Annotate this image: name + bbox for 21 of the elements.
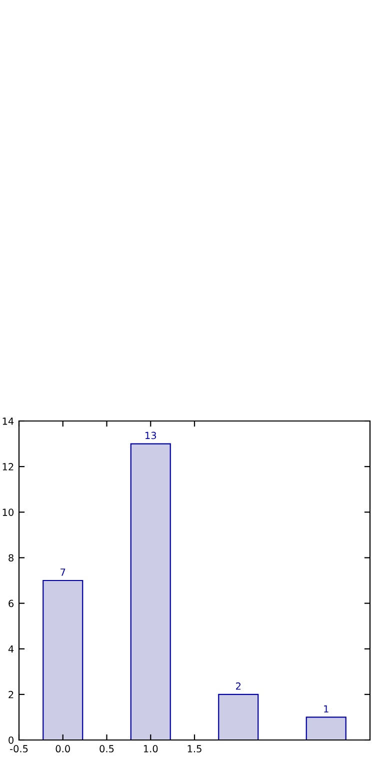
y-tick-label: 0 bbox=[8, 736, 14, 744]
y-tick-label: 12 bbox=[2, 463, 14, 470]
bar bbox=[306, 716, 346, 740]
data-label: 13 bbox=[146, 432, 156, 440]
y-tick-label: 6 bbox=[8, 600, 14, 608]
bar bbox=[130, 443, 171, 740]
data-label: 1 bbox=[324, 705, 328, 712]
y-tick-label: 14 bbox=[2, 418, 14, 425]
y-tick-label: 8 bbox=[8, 554, 14, 562]
y-tick-label: 2 bbox=[8, 690, 14, 698]
x-tick-label: 1.0 bbox=[144, 745, 158, 752]
x-tick-label: -0.5 bbox=[10, 745, 28, 752]
x-tick-label: 0.5 bbox=[100, 745, 114, 752]
y-tick-label: 10 bbox=[2, 508, 14, 516]
data-label: 7 bbox=[60, 568, 66, 576]
data-label: 2 bbox=[236, 682, 240, 690]
x-tick-label: 0.0 bbox=[56, 745, 70, 752]
bar bbox=[42, 580, 84, 740]
bar bbox=[218, 694, 259, 740]
y-tick-label: 4 bbox=[8, 645, 14, 653]
x-tick-label: 1.5 bbox=[188, 745, 202, 752]
